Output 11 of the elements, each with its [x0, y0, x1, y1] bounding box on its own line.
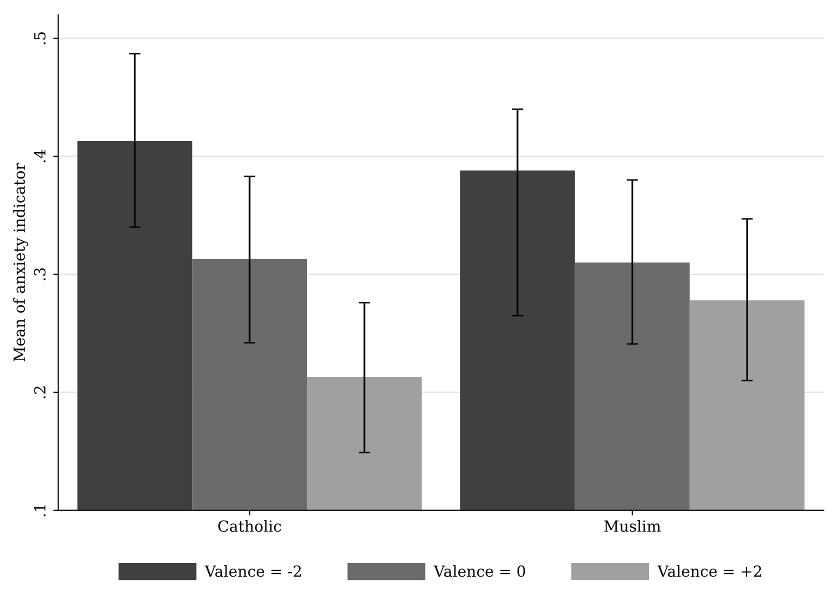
x-tick-label: Muslim — [604, 520, 661, 532]
legend-label: Valence = +2 — [657, 565, 762, 577]
y-tick-label: .5 — [34, 32, 46, 44]
y-axis-title: Mean of anxiety indicator — [13, 163, 28, 362]
y-tick-label: .4 — [34, 150, 46, 162]
y-tick-label: .1 — [34, 505, 46, 516]
x-tick-label: Catholic — [218, 520, 282, 532]
legend-label: Valence = 0 — [434, 565, 526, 577]
y-tick-label: .2 — [34, 386, 46, 398]
legend-label: Valence = -2 — [204, 565, 301, 577]
y-tick-label: .3 — [34, 268, 46, 280]
